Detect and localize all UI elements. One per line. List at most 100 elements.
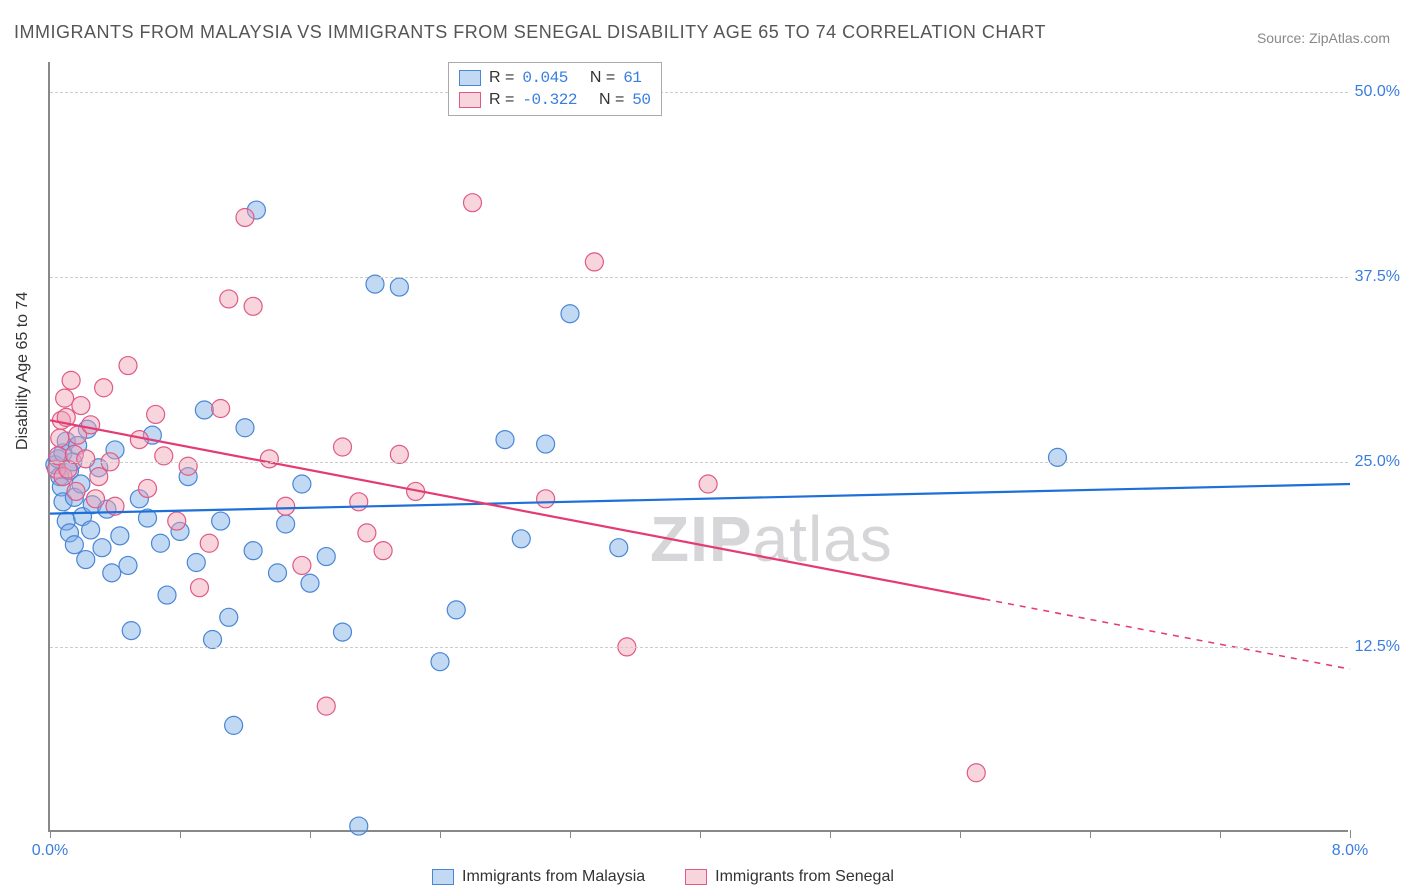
r-value-malaysia: 0.045 <box>522 67 568 89</box>
data-point <box>220 608 238 626</box>
data-point <box>152 534 170 552</box>
chart-container: IMMIGRANTS FROM MALAYSIA VS IMMIGRANTS F… <box>0 0 1406 892</box>
correlation-legend: R = 0.045 N = 61 R = -0.322 N = 50 <box>448 62 662 116</box>
scatter-svg <box>50 62 1348 830</box>
data-point <box>179 457 197 475</box>
chart-title: IMMIGRANTS FROM MALAYSIA VS IMMIGRANTS F… <box>14 22 1046 43</box>
x-tick <box>310 830 311 838</box>
data-point <box>293 475 311 493</box>
data-point <box>51 429 69 447</box>
x-tick <box>440 830 441 838</box>
data-point <box>67 482 85 500</box>
data-point <box>269 564 287 582</box>
data-point <box>366 275 384 293</box>
data-point <box>191 579 209 597</box>
x-tick-label: 8.0% <box>1332 842 1368 860</box>
data-point <box>317 697 335 715</box>
data-point <box>334 438 352 456</box>
data-point <box>967 764 985 782</box>
x-tick <box>180 830 181 838</box>
data-point <box>90 468 108 486</box>
data-point <box>225 716 243 734</box>
data-point <box>374 542 392 560</box>
data-point <box>158 586 176 604</box>
data-point <box>390 278 408 296</box>
y-tick-label: 50.0% <box>1350 83 1400 101</box>
data-point <box>301 574 319 592</box>
data-point <box>82 521 100 539</box>
data-point <box>204 631 222 649</box>
data-point <box>334 623 352 641</box>
data-point <box>1049 448 1067 466</box>
data-point <box>260 450 278 468</box>
data-point <box>62 371 80 389</box>
data-point <box>496 431 514 449</box>
data-point <box>537 435 555 453</box>
n-value-malaysia: 61 <box>623 67 641 89</box>
data-point <box>537 490 555 508</box>
data-point <box>610 539 628 557</box>
x-tick <box>960 830 961 838</box>
data-point <box>93 539 111 557</box>
series-legend: Immigrants from Malaysia Immigrants from… <box>432 868 894 886</box>
x-tick <box>570 830 571 838</box>
gridline <box>50 92 1348 93</box>
data-point <box>512 530 530 548</box>
x-tick <box>1350 830 1351 838</box>
data-point <box>200 534 218 552</box>
data-point <box>111 527 129 545</box>
y-tick-label: 25.0% <box>1350 453 1400 471</box>
gridline <box>50 462 1348 463</box>
data-point <box>236 208 254 226</box>
data-point <box>212 512 230 530</box>
x-tick <box>1090 830 1091 838</box>
data-point <box>277 497 295 515</box>
data-point <box>236 419 254 437</box>
data-point <box>244 542 262 560</box>
data-point <box>103 564 121 582</box>
data-point <box>447 601 465 619</box>
x-tick <box>50 830 51 838</box>
data-point <box>65 536 83 554</box>
x-tick-label: 0.0% <box>32 842 68 860</box>
data-point <box>122 622 140 640</box>
data-point <box>87 490 105 508</box>
data-point <box>317 548 335 566</box>
swatch-malaysia <box>459 70 481 86</box>
regression-line-extrap <box>984 599 1350 669</box>
data-point <box>168 512 186 530</box>
legend-row-senegal: R = -0.322 N = 50 <box>459 89 651 111</box>
swatch-senegal-icon <box>685 869 707 885</box>
data-point <box>358 524 376 542</box>
data-point <box>220 290 238 308</box>
data-point <box>390 445 408 463</box>
data-point <box>244 297 262 315</box>
data-point <box>431 653 449 671</box>
legend-row-malaysia: R = 0.045 N = 61 <box>459 67 651 89</box>
n-value-senegal: 50 <box>632 89 650 111</box>
data-point <box>293 556 311 574</box>
r-value-senegal: -0.322 <box>522 89 577 111</box>
data-point <box>699 475 717 493</box>
legend-item-malaysia: Immigrants from Malaysia <box>432 868 645 886</box>
source-label: Source: ZipAtlas.com <box>1257 30 1390 46</box>
data-point <box>72 397 90 415</box>
data-point <box>119 556 137 574</box>
plot-area: ZIPatlas 12.5%25.0%37.5%50.0%0.0%8.0% <box>48 62 1348 832</box>
data-point <box>277 515 295 533</box>
data-point <box>119 357 137 375</box>
data-point <box>195 401 213 419</box>
data-point <box>212 400 230 418</box>
x-tick <box>700 830 701 838</box>
swatch-senegal <box>459 92 481 108</box>
x-tick <box>830 830 831 838</box>
data-point <box>561 305 579 323</box>
data-point <box>56 389 74 407</box>
legend-item-senegal: Immigrants from Senegal <box>685 868 894 886</box>
data-point <box>350 493 368 511</box>
data-point <box>147 405 165 423</box>
data-point <box>350 817 368 835</box>
x-tick <box>1220 830 1221 838</box>
y-tick-label: 12.5% <box>1350 638 1400 656</box>
data-point <box>77 450 95 468</box>
